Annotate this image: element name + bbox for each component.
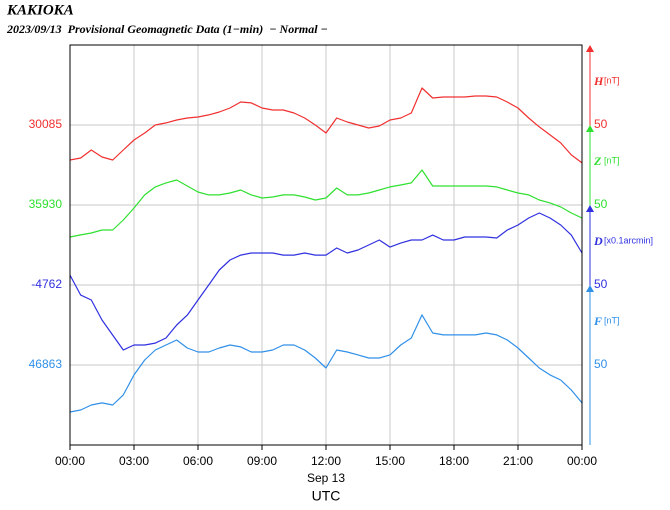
x-tick-label: 18:00	[439, 454, 469, 468]
chart-subtitle: 2023/09/13 Provisional Geomagnetic Data …	[6, 22, 328, 36]
x-tick-label: 00:00	[55, 454, 85, 468]
scale-label: 50	[594, 197, 608, 211]
x-tick-label: 03:00	[119, 454, 149, 468]
x-tick-label: 15:00	[375, 454, 405, 468]
y-tick-label: 35930	[29, 197, 63, 211]
x-tick-label: 21:00	[503, 454, 533, 468]
series-line	[69, 87, 583, 164]
x-tick-label: 06:00	[183, 454, 213, 468]
y-tick-label: 46863	[29, 357, 63, 371]
series-line	[69, 212, 583, 351]
scale-arrow	[586, 285, 594, 292]
scale-arrow	[586, 125, 594, 132]
series-unit: [nT]	[604, 75, 620, 85]
x-tick-label: 00:00	[567, 454, 597, 468]
series-line	[69, 314, 583, 413]
chart-title: KAKIOKA	[6, 2, 74, 18]
scale-label: 50	[594, 277, 608, 291]
x-tick-label: 09:00	[247, 454, 277, 468]
series-unit: [nT]	[604, 155, 620, 165]
x-tick-label: 12:00	[311, 454, 341, 468]
y-tick-label: 30085	[29, 117, 63, 131]
series-name: F	[593, 314, 602, 328]
x-axis-unit: UTC	[312, 488, 341, 504]
plot-frame	[69, 44, 583, 446]
series-unit: [nT]	[604, 315, 620, 325]
series-line	[69, 169, 583, 238]
scale-arrow	[586, 205, 594, 212]
scale-label: 50	[594, 117, 608, 131]
series-name: H	[593, 74, 604, 88]
series-name: Z	[593, 154, 602, 168]
x-axis-label: Sep 13	[307, 471, 345, 485]
series-name: D	[593, 234, 603, 248]
y-tick-label: -4762	[31, 277, 62, 291]
scale-arrow	[586, 45, 594, 52]
series-unit: [x0.1arcmin]	[604, 235, 653, 245]
scale-label: 50	[594, 357, 608, 371]
